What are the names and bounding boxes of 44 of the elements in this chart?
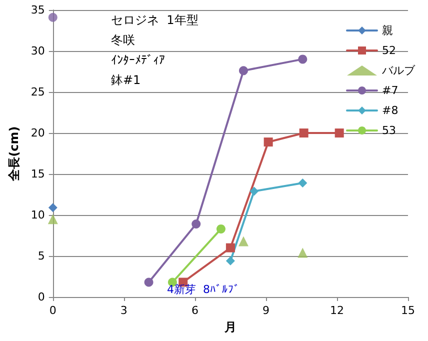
legend-label: 親 xyxy=(382,24,393,37)
legend-label: 52 xyxy=(382,44,396,57)
point xyxy=(226,243,235,252)
x-tick-label: 3 xyxy=(120,304,128,317)
x-tick-label: 12 xyxy=(330,304,344,317)
y-axis-title: 全長(cm) xyxy=(7,126,21,182)
point xyxy=(48,214,58,224)
y-tick-label: 35 xyxy=(30,4,45,16)
legend-label: #7 xyxy=(382,84,398,97)
point xyxy=(264,138,273,147)
point xyxy=(250,186,259,196)
point xyxy=(298,178,308,188)
point xyxy=(334,128,344,138)
point xyxy=(226,256,235,266)
y-tick-label: 20 xyxy=(30,126,45,140)
x-tick-label: 6 xyxy=(191,304,198,317)
point xyxy=(298,248,308,258)
y-tick-label: 0 xyxy=(38,290,45,304)
point xyxy=(192,220,201,229)
point xyxy=(238,236,248,246)
annotation: 鉢#1 xyxy=(111,73,141,87)
point xyxy=(48,12,58,22)
annotation: セロジネ 1年型 xyxy=(111,13,198,27)
point xyxy=(298,54,308,64)
point xyxy=(144,278,154,287)
y-tick-label: 5 xyxy=(38,250,45,262)
point xyxy=(238,66,248,76)
annotation: ｲﾝﾀｰﾒﾃﾞｨｱ xyxy=(111,53,165,67)
legend-label: バルブ xyxy=(381,64,416,77)
y-tick-label: 15 xyxy=(30,168,45,180)
x-tick-label: 15 xyxy=(401,304,415,317)
point xyxy=(299,128,308,138)
y-tick-label: 30 xyxy=(30,44,45,58)
point xyxy=(216,224,226,234)
x-tick-label: 9 xyxy=(262,304,270,317)
y-tick-label: 25 xyxy=(30,86,45,98)
y-tick-label: 10 xyxy=(30,208,45,222)
point xyxy=(48,203,58,212)
x-axis-title: 月 xyxy=(223,320,236,334)
legend-label: #8 xyxy=(382,104,398,117)
x-tick-label: 0 xyxy=(49,304,56,317)
legend-label: 53 xyxy=(382,124,396,137)
annotation: 4新芽 8ﾊﾞﾙﾌﾞ xyxy=(167,283,240,296)
annotation: 冬咲 xyxy=(111,33,135,47)
